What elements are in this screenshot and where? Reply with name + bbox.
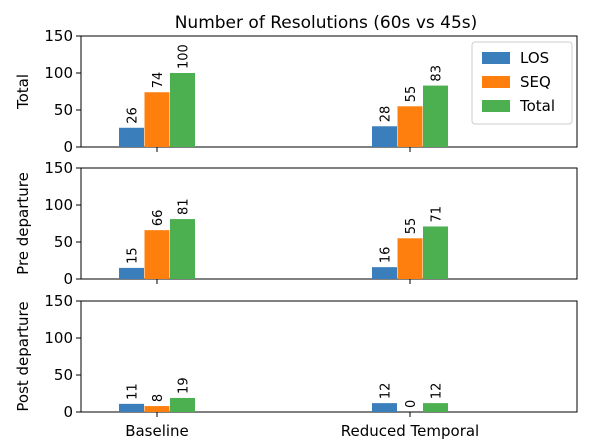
bar-seq-reduced-temporal [397,238,423,279]
legend-label-seq: SEQ [520,73,551,91]
bar-seq-reduced-temporal [397,106,423,147]
bar-los-reduced-temporal [372,126,397,147]
bar-los-baseline [119,267,144,279]
data-label: 100 [177,44,192,69]
y-tick-label: 50 [54,233,73,251]
bar-total-reduced-temporal [423,85,448,147]
data-label: 71 [430,206,445,223]
panel-3: 0 50 100 150 Post departure 11 12 8 0 19 12 Baselin… [14,292,578,440]
data-label: 74 [151,72,166,89]
y-axis-label: Pre departure [14,172,32,275]
data-label: 26 [126,107,141,124]
data-label: 8 [151,394,166,402]
y-tick-label: 150 [44,27,73,45]
y-tick-label: 100 [44,329,73,347]
bar-seq-baseline [144,92,170,147]
data-label: 28 [379,106,394,123]
legend-label-total: Total [519,97,555,115]
data-label: 15 [126,247,141,264]
legend-swatch-total [482,100,510,112]
data-label: 12 [379,383,394,400]
bar-los-baseline [119,127,144,147]
legend-swatch-los [482,52,510,64]
data-label: 19 [177,377,192,394]
y-axis-label: Total [14,74,32,110]
y-tick-label: 0 [63,403,73,421]
y-tick-label: 50 [54,366,73,384]
y-tick-label: 50 [54,101,73,119]
data-label: 0 [404,400,419,408]
bar-total-reduced-temporal [423,403,448,412]
bar-seq-baseline [144,406,170,412]
data-label: 55 [404,86,419,103]
bar-los-reduced-temporal [372,267,397,279]
data-label: 81 [177,199,192,216]
x-tick-label: Baseline [125,422,189,440]
bar-total-baseline [170,219,195,279]
chart-legend: LOS SEQ Total [471,41,573,125]
chart-title: Number of Resolutions (60s vs 45s) [175,13,478,33]
data-label: 55 [404,218,419,235]
panel-2: 0 50 100 150 Pre departure 15 16 66 55 81 71 [14,159,578,288]
y-tick-label: 100 [44,64,73,82]
data-label: 83 [430,65,445,82]
legend-label-los: LOS [520,49,549,67]
data-label: 11 [126,383,141,400]
bar-total-baseline [170,397,195,412]
bar-total-baseline [170,73,195,147]
bar-los-baseline [119,403,144,412]
y-tick-label: 150 [44,292,73,310]
y-tick-label: 0 [63,138,73,156]
data-label: 16 [379,247,394,264]
data-label: 66 [151,210,166,227]
y-axis-label: Post departure [14,301,32,411]
x-tick-label: Reduced Temporal [341,422,479,440]
y-tick-label: 100 [44,196,73,214]
bar-los-reduced-temporal [372,403,397,412]
y-tick-label: 150 [44,159,73,177]
data-label: 12 [430,383,445,400]
bar-seq-baseline [144,230,170,279]
bar-total-reduced-temporal [423,226,448,279]
y-tick-label: 0 [63,270,73,288]
panel-frame [80,300,578,413]
legend-swatch-seq [482,76,510,88]
